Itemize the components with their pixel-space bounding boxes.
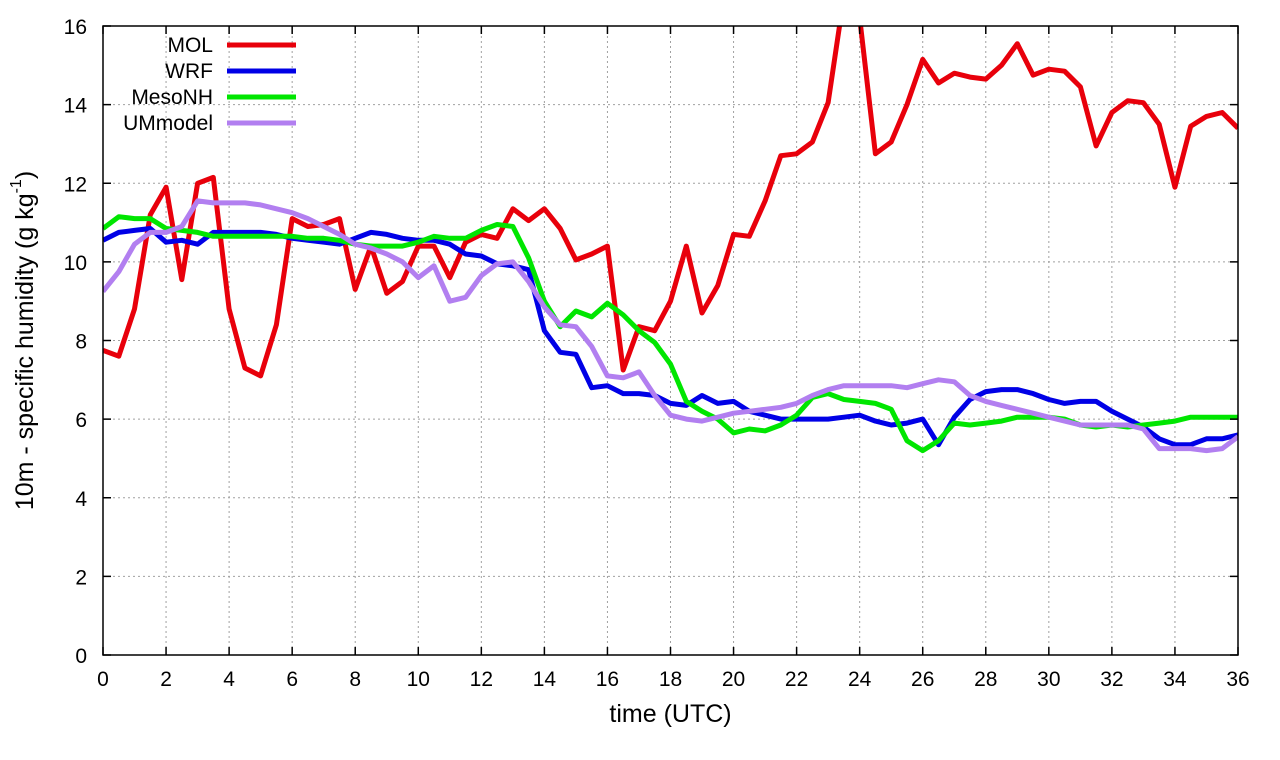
- x-axis-title: time (UTC): [609, 700, 731, 728]
- x-tick-label: 18: [659, 668, 682, 691]
- x-tick-label: 34: [1163, 668, 1187, 691]
- y-tick-label: 12: [64, 173, 87, 196]
- y-tick-label: 14: [64, 95, 88, 118]
- x-tick-label: 2: [160, 668, 172, 691]
- y-tick-label: 4: [75, 488, 87, 511]
- series-line-mol: [103, 26, 1238, 379]
- x-tick-label: 26: [911, 668, 934, 691]
- x-tick-label: 32: [1100, 668, 1123, 691]
- y-tick-label: 0: [75, 645, 87, 668]
- x-tick-label: 0: [97, 668, 109, 691]
- legend: MOL WRF MesoNH UMmodel: [123, 34, 296, 135]
- legend-label-ummodel: UMmodel: [123, 112, 213, 135]
- x-tick-label: 8: [349, 668, 361, 691]
- legend-label-mol: MOL: [167, 34, 213, 57]
- y-tick-label: 8: [75, 331, 87, 354]
- series-lines: [103, 26, 1238, 454]
- legend-label-mesonh: MesoNH: [131, 86, 213, 109]
- x-tick-label: 20: [722, 668, 745, 691]
- y-tick-label: 16: [64, 16, 87, 39]
- x-tick-label: 14: [533, 668, 557, 691]
- x-tick-label: 22: [785, 668, 808, 691]
- y-axis-title-superscript: -1: [8, 179, 25, 193]
- x-tick-label: 12: [470, 668, 493, 691]
- x-tick-label: 24: [848, 668, 872, 691]
- x-tick-label: 6: [286, 668, 298, 691]
- legend-label-wrf: WRF: [165, 60, 213, 83]
- y-tick-label: 6: [75, 409, 87, 432]
- axis-ticks: 0 2 4 6 8 10 12 14 16 18 20 22 24 26 28 30 32 34 360246810…: [64, 16, 1250, 691]
- x-tick-label: 10: [407, 668, 430, 691]
- y-axis-title-main: 10m - specific humidity (g kg: [11, 193, 39, 510]
- y-tick-label: 2: [75, 566, 87, 589]
- y-axis-title-close: ): [11, 171, 39, 179]
- x-tick-label: 28: [974, 668, 997, 691]
- y-tick-label: 10: [64, 252, 87, 275]
- x-tick-label: 30: [1037, 668, 1060, 691]
- x-tick-label: 4: [223, 668, 235, 691]
- series-line-ummodel: [103, 198, 1238, 454]
- x-tick-label: 36: [1226, 668, 1249, 691]
- y-axis-title: 10m - specific humidity (g kg-1): [8, 171, 38, 510]
- x-tick-label: 16: [596, 668, 619, 691]
